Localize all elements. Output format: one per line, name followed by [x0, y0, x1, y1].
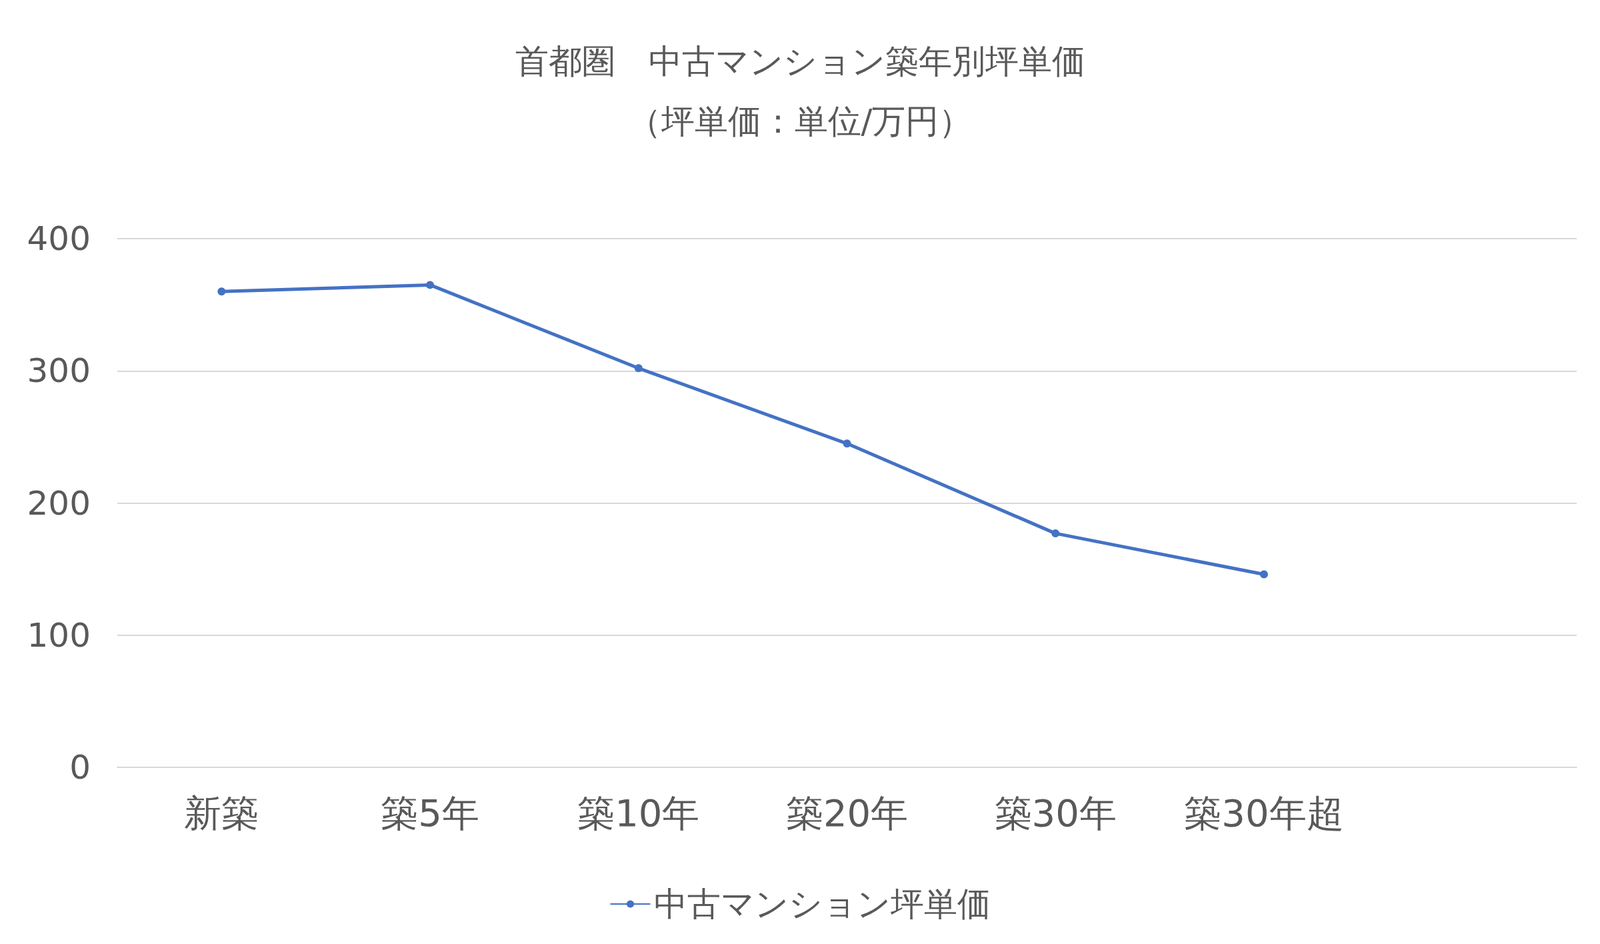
svg-text:築30年: 築30年: [994, 791, 1117, 835]
svg-text:首都圏 中古マンション築年別坪単価: 首都圏 中古マンション築年別坪単価: [515, 42, 1086, 81]
svg-text:築5年: 築5年: [380, 791, 480, 835]
svg-text:300: 300: [27, 351, 91, 390]
svg-text:築30年超: 築30年超: [1184, 791, 1344, 835]
svg-text:新築: 新築: [184, 791, 259, 835]
svg-text:中古マンション坪単価: 中古マンション坪単価: [654, 884, 991, 924]
svg-text:0: 0: [69, 748, 91, 787]
svg-text:築20年: 築20年: [786, 791, 908, 835]
svg-text:200: 200: [27, 484, 91, 523]
svg-text:400: 400: [27, 219, 91, 258]
svg-text:（坪単価：単位/万円）: （坪単価：単位/万円）: [628, 102, 973, 141]
svg-text:築10年: 築10年: [577, 791, 700, 835]
svg-text:100: 100: [27, 616, 91, 655]
